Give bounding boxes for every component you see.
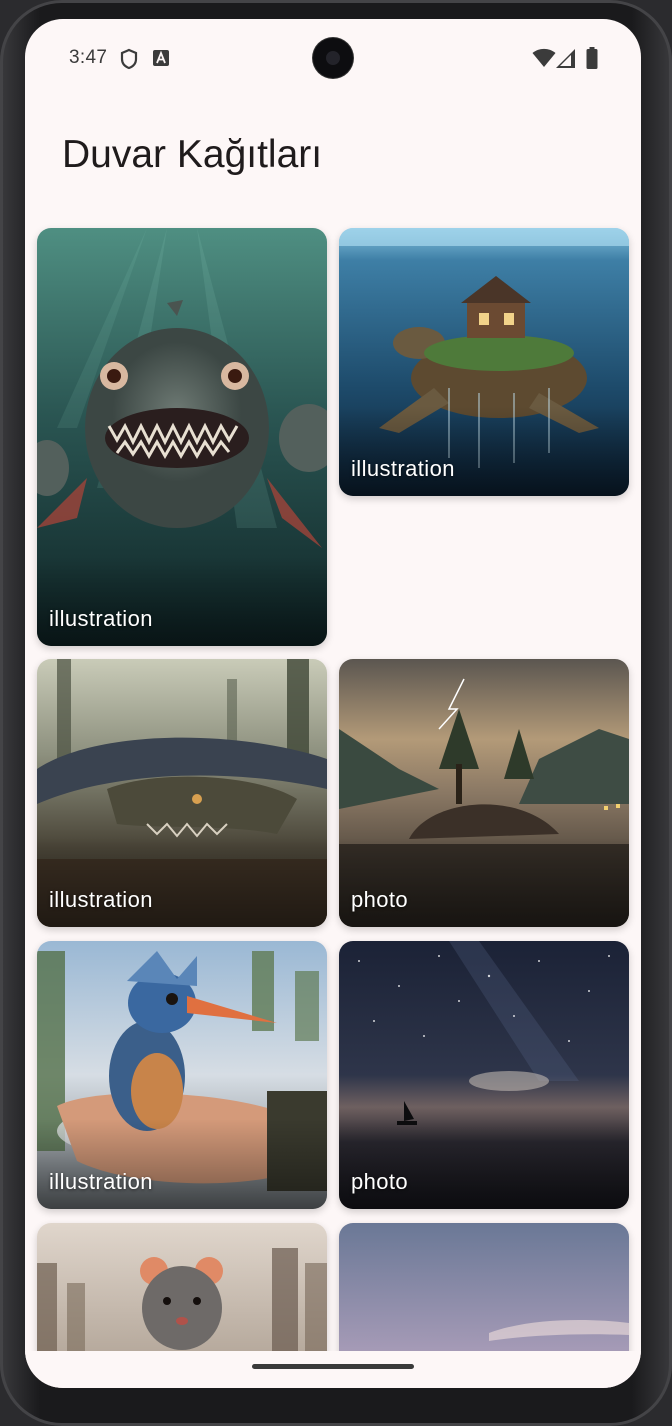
status-time: 3:47 (69, 47, 108, 68)
turtle-image (339, 228, 629, 496)
card-shade (37, 1119, 327, 1209)
wifi-icon (532, 48, 556, 73)
starry-night-image (339, 941, 629, 1209)
page-title: Duvar Kağıtları (62, 133, 323, 176)
gesture-nav-bar (25, 1351, 641, 1388)
kingfisher-image (37, 941, 327, 1209)
wallpaper-card[interactable]: photo (339, 941, 629, 1209)
card-label: illustration (49, 887, 153, 912)
card-label: illustration (49, 606, 153, 631)
card-label: illustration (49, 1169, 153, 1194)
battery-icon (586, 47, 598, 74)
a-badge-icon (153, 50, 169, 71)
card-label: illustration (351, 456, 455, 481)
wallpaper-card[interactable]: illustration (339, 228, 629, 496)
card-label: photo (351, 887, 409, 912)
front-camera (313, 38, 353, 78)
snake-image (37, 659, 327, 927)
wallpaper-card[interactable]: photo (339, 659, 629, 927)
lake-island-image (339, 659, 629, 927)
card-shade (339, 406, 629, 496)
shield-icon (119, 48, 139, 75)
screen: 3:47 (25, 19, 641, 1388)
card-shade (37, 556, 327, 646)
wallpaper-card[interactable]: illustration (37, 228, 327, 646)
wallpaper-card[interactable]: illustration (37, 941, 327, 1209)
home-handle[interactable] (252, 1364, 414, 1369)
card-shade (37, 837, 327, 927)
card-shade (339, 837, 629, 927)
card-label: photo (351, 1169, 409, 1194)
signal-icon (556, 49, 576, 73)
wallpaper-card[interactable]: illustration (37, 659, 327, 927)
card-shade (339, 1119, 629, 1209)
status-bar: 3:47 (25, 19, 641, 97)
piranha-image (37, 228, 327, 646)
